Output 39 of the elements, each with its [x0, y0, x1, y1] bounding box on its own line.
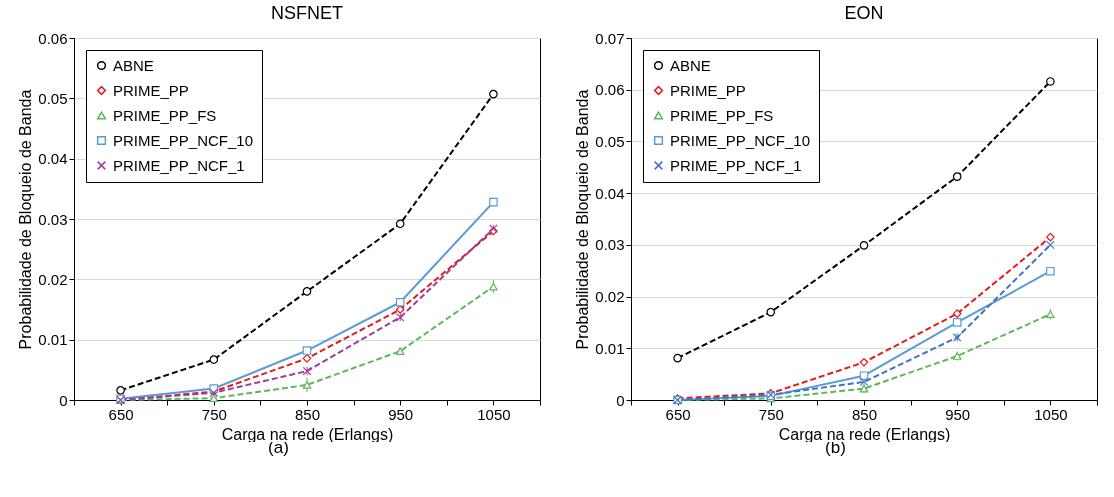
y-tick-label: 0.03 — [37, 210, 67, 228]
chart-title: NSFNET — [270, 3, 343, 23]
y-tick-label: 0.06 — [594, 81, 624, 99]
x-tick-label: 650 — [108, 405, 134, 423]
y-tick-label: 0.01 — [37, 331, 67, 349]
legend-label: PRIME_PP_NCF_1 — [112, 156, 245, 174]
y-tick-label: 0.03 — [594, 236, 624, 254]
y-tick-label: 0.06 — [37, 29, 67, 47]
y-tick-label: 0.04 — [37, 150, 67, 168]
y-axis-title: Probabilidade de Bloqueio de Banda — [573, 89, 591, 350]
chart-title: EON — [843, 3, 884, 23]
legend-label: ABNE — [112, 56, 154, 74]
y-tick-label: 0 — [58, 391, 67, 409]
y-tick-label: 0.04 — [594, 184, 624, 202]
x-tick-label: 850 — [851, 405, 877, 423]
x-tick-label: 1050 — [1033, 405, 1068, 423]
x-tick-label: 950 — [944, 405, 970, 423]
y-tick-label: 0.02 — [594, 288, 624, 306]
y-tick-label: 0.07 — [594, 29, 624, 47]
y-axis-title: Probabilidade de Bloqueio de Banda — [16, 89, 34, 350]
legend-label: PRIME_PP — [669, 81, 746, 99]
legend-label: ABNE — [669, 56, 711, 74]
legend-label: PRIME_PP_NCF_10 — [112, 131, 253, 149]
x-tick-label: 750 — [758, 405, 784, 423]
y-tick-label: 0.01 — [594, 339, 624, 357]
y-tick-label: 0.02 — [37, 270, 67, 288]
legend-label: PRIME_PP_NCF_10 — [669, 131, 810, 149]
x-tick-label: 750 — [201, 405, 227, 423]
legend-label: PRIME_PP_NCF_1 — [669, 156, 802, 174]
x-tick-label: 1050 — [476, 405, 511, 423]
y-tick-label: 0.05 — [37, 89, 67, 107]
legend-label: PRIME_PP — [112, 81, 189, 99]
legend-label: PRIME_PP_FS — [669, 106, 773, 124]
x-tick-label: 850 — [294, 405, 320, 423]
y-tick-label: 0 — [615, 391, 624, 409]
x-tick-label: 650 — [665, 405, 691, 423]
x-tick-label: 950 — [387, 405, 413, 423]
legend-label: PRIME_PP_FS — [112, 106, 216, 124]
y-tick-label: 0.05 — [594, 132, 624, 150]
